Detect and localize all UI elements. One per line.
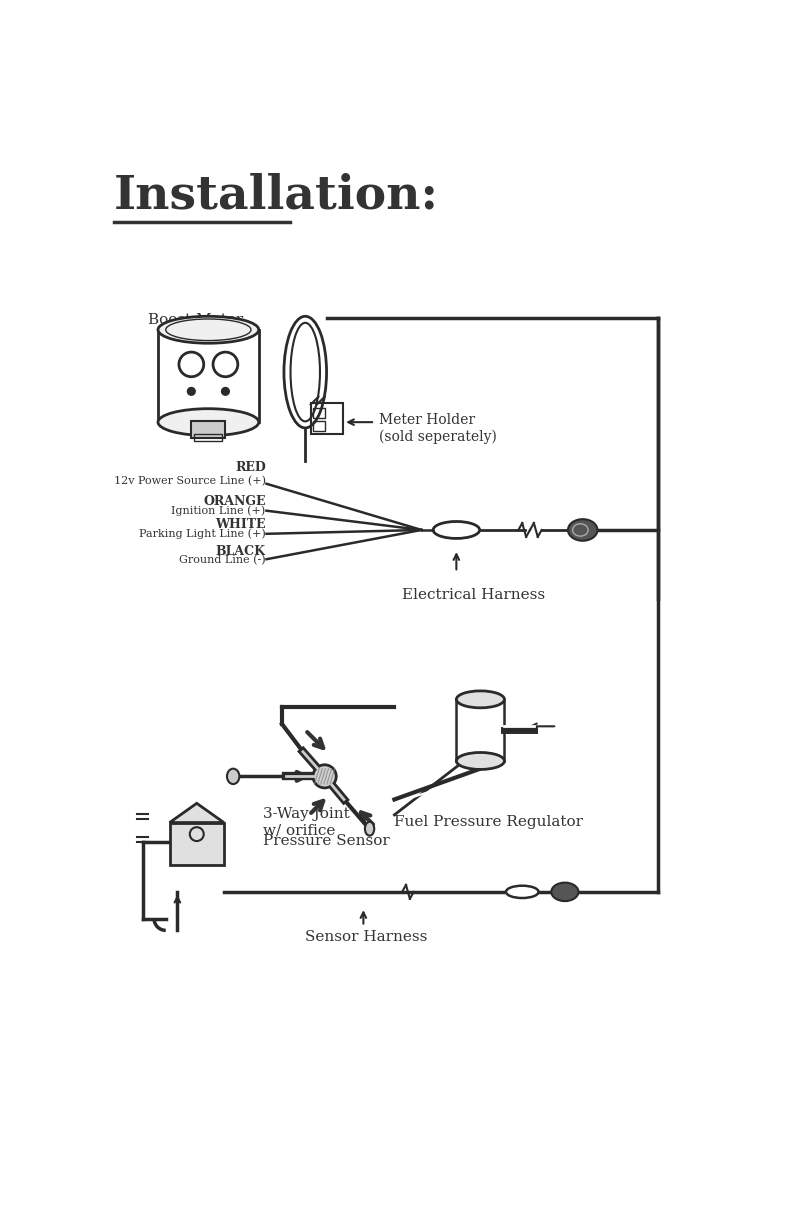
Bar <box>313 407 324 418</box>
Text: Meter Holder
(sold seperately): Meter Holder (sold seperately) <box>379 413 497 443</box>
Ellipse shape <box>456 691 504 708</box>
Polygon shape <box>169 803 224 823</box>
Text: Sensor Harness: Sensor Harness <box>305 930 427 945</box>
Ellipse shape <box>568 519 598 541</box>
Ellipse shape <box>551 883 578 901</box>
Text: Ground Line (-): Ground Line (-) <box>179 554 266 565</box>
Ellipse shape <box>158 408 259 436</box>
Text: Boost Meter: Boost Meter <box>148 313 243 327</box>
Text: 12v Power Source Line (+): 12v Power Source Line (+) <box>113 476 266 487</box>
Text: WHITE: WHITE <box>215 518 266 532</box>
Ellipse shape <box>227 768 240 784</box>
Text: Electrical Harness: Electrical Harness <box>402 588 545 602</box>
Bar <box>311 403 344 434</box>
Text: 3-Way Joint
w/ orifice: 3-Way Joint w/ orifice <box>263 807 349 837</box>
Text: Installation:: Installation: <box>113 172 439 219</box>
Text: Fuel Pressure Regulator: Fuel Pressure Regulator <box>395 815 583 829</box>
Bar <box>194 434 222 441</box>
Text: BLACK: BLACK <box>216 545 266 558</box>
Ellipse shape <box>456 753 504 769</box>
Text: Parking Light Line (+): Parking Light Line (+) <box>139 528 266 539</box>
Bar <box>191 420 225 437</box>
Ellipse shape <box>158 316 259 343</box>
Bar <box>169 823 224 865</box>
Circle shape <box>221 388 229 395</box>
Text: RED: RED <box>235 460 266 474</box>
Circle shape <box>313 765 336 788</box>
Text: ORANGE: ORANGE <box>203 495 266 509</box>
Ellipse shape <box>365 821 374 836</box>
Bar <box>313 420 324 431</box>
Text: Ignition Line (+): Ignition Line (+) <box>172 505 266 516</box>
Bar <box>158 330 259 422</box>
Text: Pressure Sensor: Pressure Sensor <box>263 834 389 848</box>
Bar <box>456 699 504 761</box>
Circle shape <box>188 388 195 395</box>
